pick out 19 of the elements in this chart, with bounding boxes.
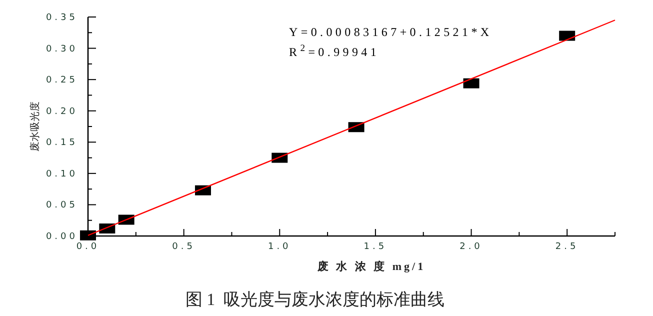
y-tick-label: 0.30 (46, 44, 78, 54)
x-tick-label: 1.0 (268, 242, 292, 252)
y-tick-label: 0.25 (46, 76, 78, 86)
y-tick-label: 0.00 (46, 232, 78, 242)
x-axis-title: 废 水 浓 度 mg/1 (316, 260, 426, 273)
x-tick-label: 0.5 (172, 242, 196, 252)
y-tick-label: 0.10 (46, 169, 78, 180)
text: 图 1 吸光度与废水浓度的标准曲线 (185, 290, 445, 309)
x-tick-label: 2.5 (555, 242, 579, 252)
annotation: Y=0.00083167+0.12521*X (289, 25, 492, 39)
x-tick-label: 0.0 (76, 242, 100, 252)
y-tick-label: 0.05 (46, 200, 78, 211)
annotation: R$^{2}$=0.99941 (289, 42, 380, 59)
y-axis-title: 废水吸光度 (29, 102, 41, 152)
y-tick-label: 0.20 (46, 106, 78, 117)
y-tick-label: 0.35 (46, 13, 78, 23)
y-tick-label: 0.15 (46, 138, 78, 148)
x-tick-label: 1.5 (364, 242, 388, 252)
x-tick-label: 2.0 (460, 242, 483, 252)
